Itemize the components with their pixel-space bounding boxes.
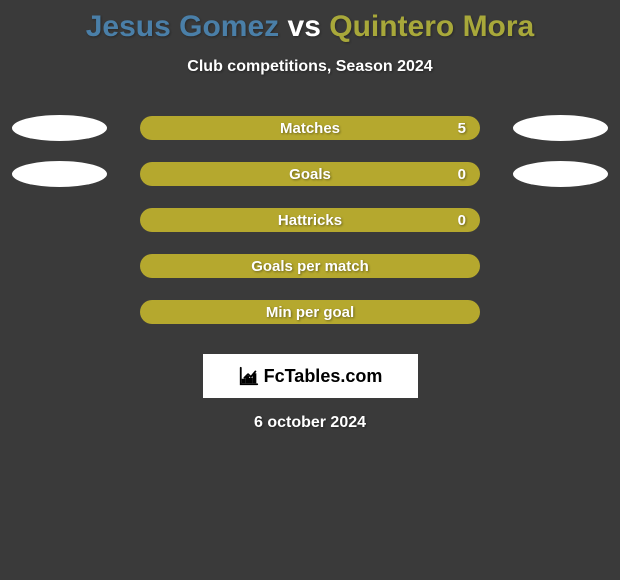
logo-label: FcTables.com	[264, 366, 383, 387]
stat-label: Goals	[289, 166, 331, 183]
stat-bar: Min per goal	[140, 300, 480, 324]
stat-row-goals: Goals 0	[0, 162, 620, 186]
stat-row-mpg: Min per goal	[0, 300, 620, 324]
stat-label: Hattricks	[278, 212, 342, 229]
vs-text: vs	[288, 10, 321, 43]
stat-label: Goals per match	[251, 258, 369, 275]
stat-value: 5	[458, 120, 466, 137]
player1-name: Jesus Gomez	[86, 10, 279, 43]
stat-bar: Matches 5	[140, 116, 480, 140]
right-ellipse-icon	[513, 161, 608, 187]
chart-icon	[238, 365, 260, 387]
left-ellipse-icon	[12, 115, 107, 141]
stat-bar: Hattricks 0	[140, 208, 480, 232]
stat-value: 0	[458, 166, 466, 183]
stat-bar: Goals per match	[140, 254, 480, 278]
stat-row-gpm: Goals per match	[0, 254, 620, 278]
stat-value: 0	[458, 212, 466, 229]
subtitle: Club competitions, Season 2024	[187, 58, 432, 76]
logo-box[interactable]: FcTables.com	[203, 354, 418, 398]
date-text: 6 october 2024	[254, 414, 366, 432]
main-container: Jesus Gomez vs Quintero Mora Club compet…	[0, 0, 620, 442]
left-ellipse-icon	[12, 161, 107, 187]
stat-row-matches: Matches 5	[0, 116, 620, 140]
player2-name: Quintero Mora	[329, 10, 534, 43]
stat-label: Min per goal	[266, 304, 354, 321]
stat-bar: Goals 0	[140, 162, 480, 186]
page-title: Jesus Gomez vs Quintero Mora	[86, 10, 535, 44]
right-ellipse-icon	[513, 115, 608, 141]
stat-row-hattricks: Hattricks 0	[0, 208, 620, 232]
logo-text: FcTables.com	[238, 365, 383, 387]
stat-label: Matches	[280, 120, 340, 137]
